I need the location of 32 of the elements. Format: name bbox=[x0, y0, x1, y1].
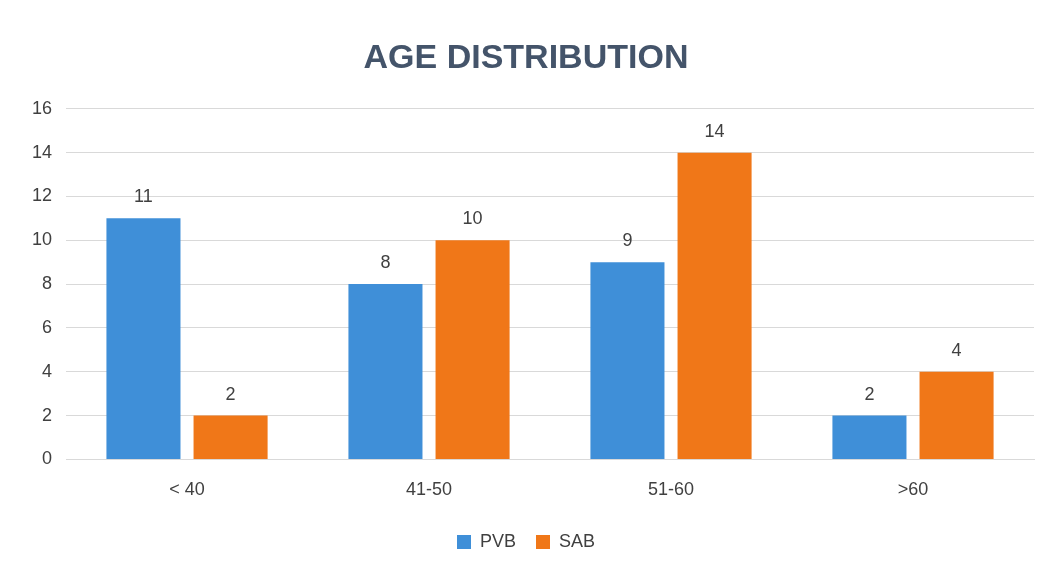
bar bbox=[832, 415, 907, 459]
bar bbox=[919, 371, 994, 459]
y-tick-label: 16 bbox=[31, 97, 53, 118]
y-tick-label: 10 bbox=[31, 229, 53, 250]
x-tick-label: < 40 bbox=[169, 479, 205, 500]
bar bbox=[677, 152, 752, 459]
legend-label: SAB bbox=[559, 530, 596, 551]
y-tick-label: 12 bbox=[31, 185, 53, 206]
data-label: 2 bbox=[225, 383, 236, 404]
y-tick-label: 6 bbox=[42, 316, 53, 337]
data-label: 9 bbox=[622, 230, 633, 251]
data-label: 4 bbox=[951, 339, 962, 360]
y-tick-label: 8 bbox=[42, 273, 53, 294]
data-label: 14 bbox=[704, 120, 725, 141]
bar bbox=[193, 415, 268, 459]
data-label: 2 bbox=[864, 383, 875, 404]
chart-title: AGE DISTRIBUTION bbox=[363, 36, 689, 75]
bar bbox=[590, 262, 665, 459]
x-tick-label: 51-60 bbox=[647, 479, 695, 500]
bar bbox=[106, 218, 181, 459]
x-tick-label: 41-50 bbox=[405, 479, 453, 500]
y-tick-label: 0 bbox=[42, 448, 53, 469]
y-tick-label: 14 bbox=[31, 141, 53, 162]
bar bbox=[348, 284, 423, 459]
data-label: 11 bbox=[134, 186, 153, 207]
data-label: 8 bbox=[380, 252, 391, 273]
y-tick-label: 4 bbox=[42, 360, 53, 381]
bar bbox=[435, 240, 510, 459]
y-tick-label: 2 bbox=[42, 404, 53, 425]
data-label: 10 bbox=[462, 208, 483, 229]
x-tick-label: >60 bbox=[897, 479, 929, 500]
legend-label: PVB bbox=[479, 530, 517, 551]
